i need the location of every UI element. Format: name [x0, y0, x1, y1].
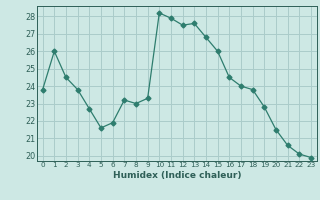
X-axis label: Humidex (Indice chaleur): Humidex (Indice chaleur) [113, 171, 241, 180]
